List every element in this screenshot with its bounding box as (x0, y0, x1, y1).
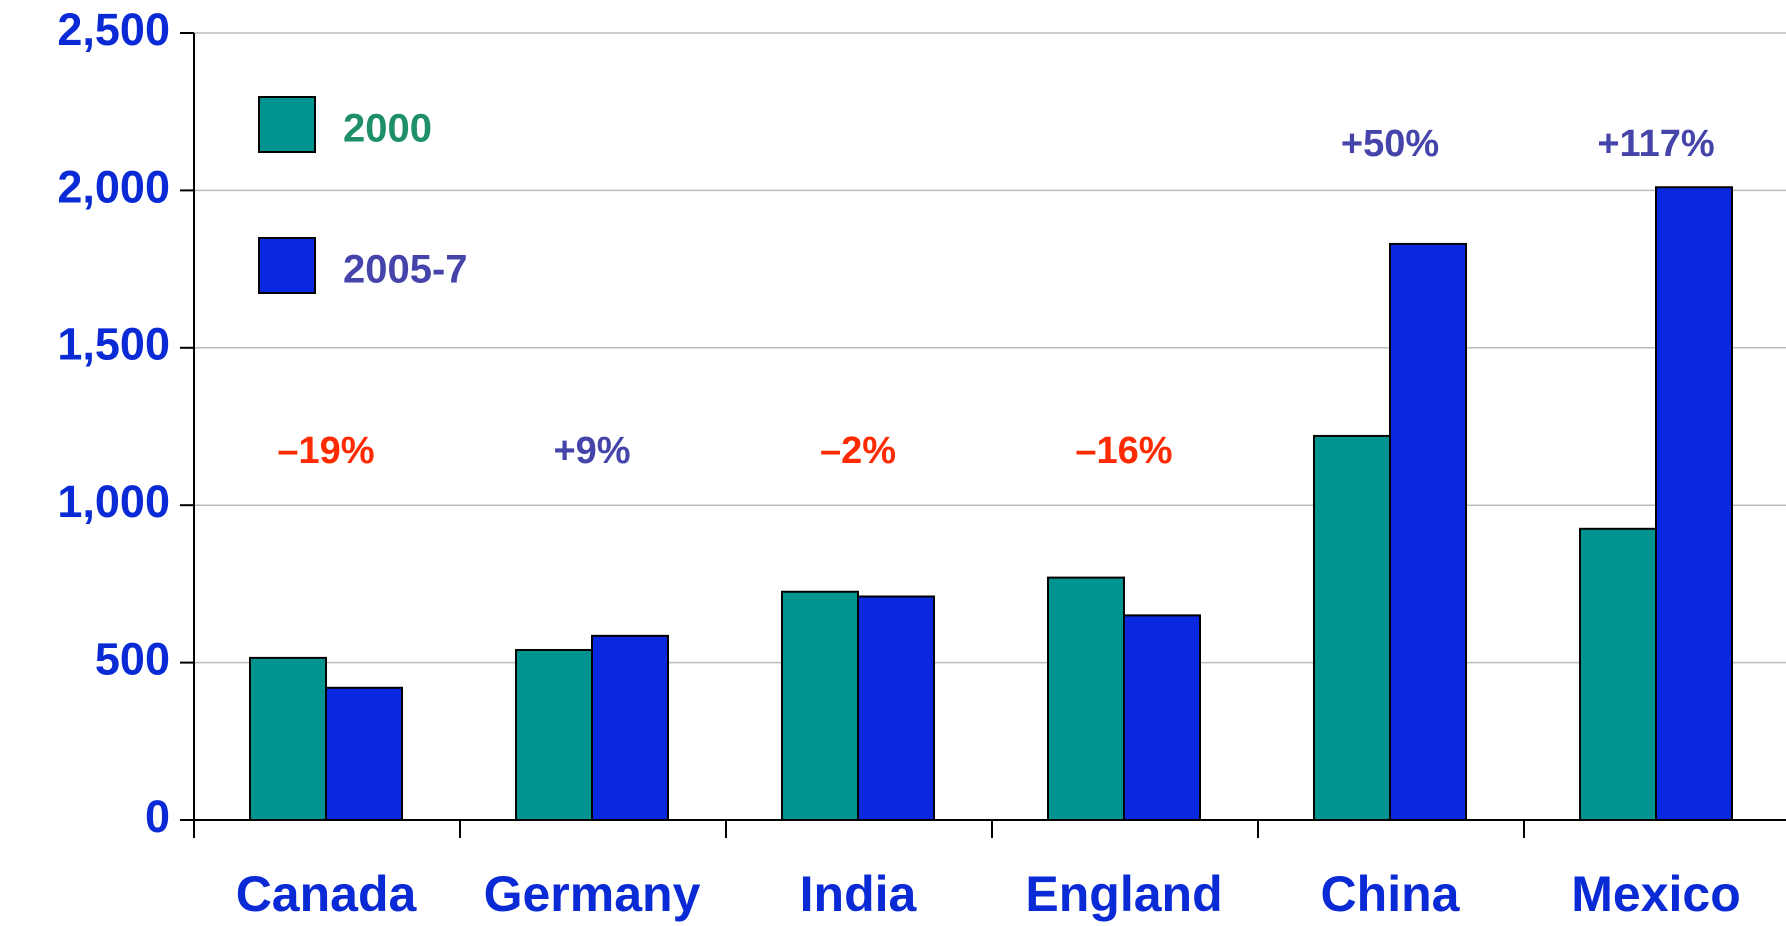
y-tick-label: 1,000 (57, 476, 170, 527)
legend-label: 2000 (343, 107, 432, 151)
bar (515, 649, 593, 821)
bar (325, 686, 403, 821)
y-tick-label: 2,500 (57, 4, 170, 55)
legend-swatch (258, 237, 316, 294)
x-tick-label: Germany (484, 866, 701, 922)
bar (1313, 434, 1391, 821)
x-tick-label: Mexico (1571, 866, 1741, 922)
bar (1389, 242, 1467, 821)
bar (781, 590, 859, 822)
y-tick-label: 1,500 (57, 319, 170, 370)
annotation: –16% (1075, 430, 1172, 472)
bar (1579, 527, 1657, 821)
y-tick-label: 500 (95, 633, 170, 684)
annotation: +9% (553, 430, 630, 472)
x-tick-label: England (1025, 866, 1222, 922)
bar (249, 656, 327, 821)
legend-label: 2005-7 (343, 248, 468, 292)
y-tick-label: 0 (145, 791, 170, 842)
annotation: +50% (1341, 123, 1439, 165)
bar (1655, 186, 1733, 821)
legend-swatch (258, 96, 316, 153)
bar (1047, 576, 1125, 821)
bar (591, 634, 669, 821)
annotation: –19% (277, 430, 374, 472)
bar (857, 595, 935, 821)
annotation: +117% (1597, 123, 1714, 165)
bar (1123, 614, 1201, 821)
x-tick-label: Canada (236, 866, 418, 922)
x-tick-label: India (800, 866, 918, 922)
annotation: –2% (820, 430, 896, 472)
x-tick-label: China (1321, 866, 1461, 922)
y-tick-label: 2,000 (57, 161, 170, 212)
